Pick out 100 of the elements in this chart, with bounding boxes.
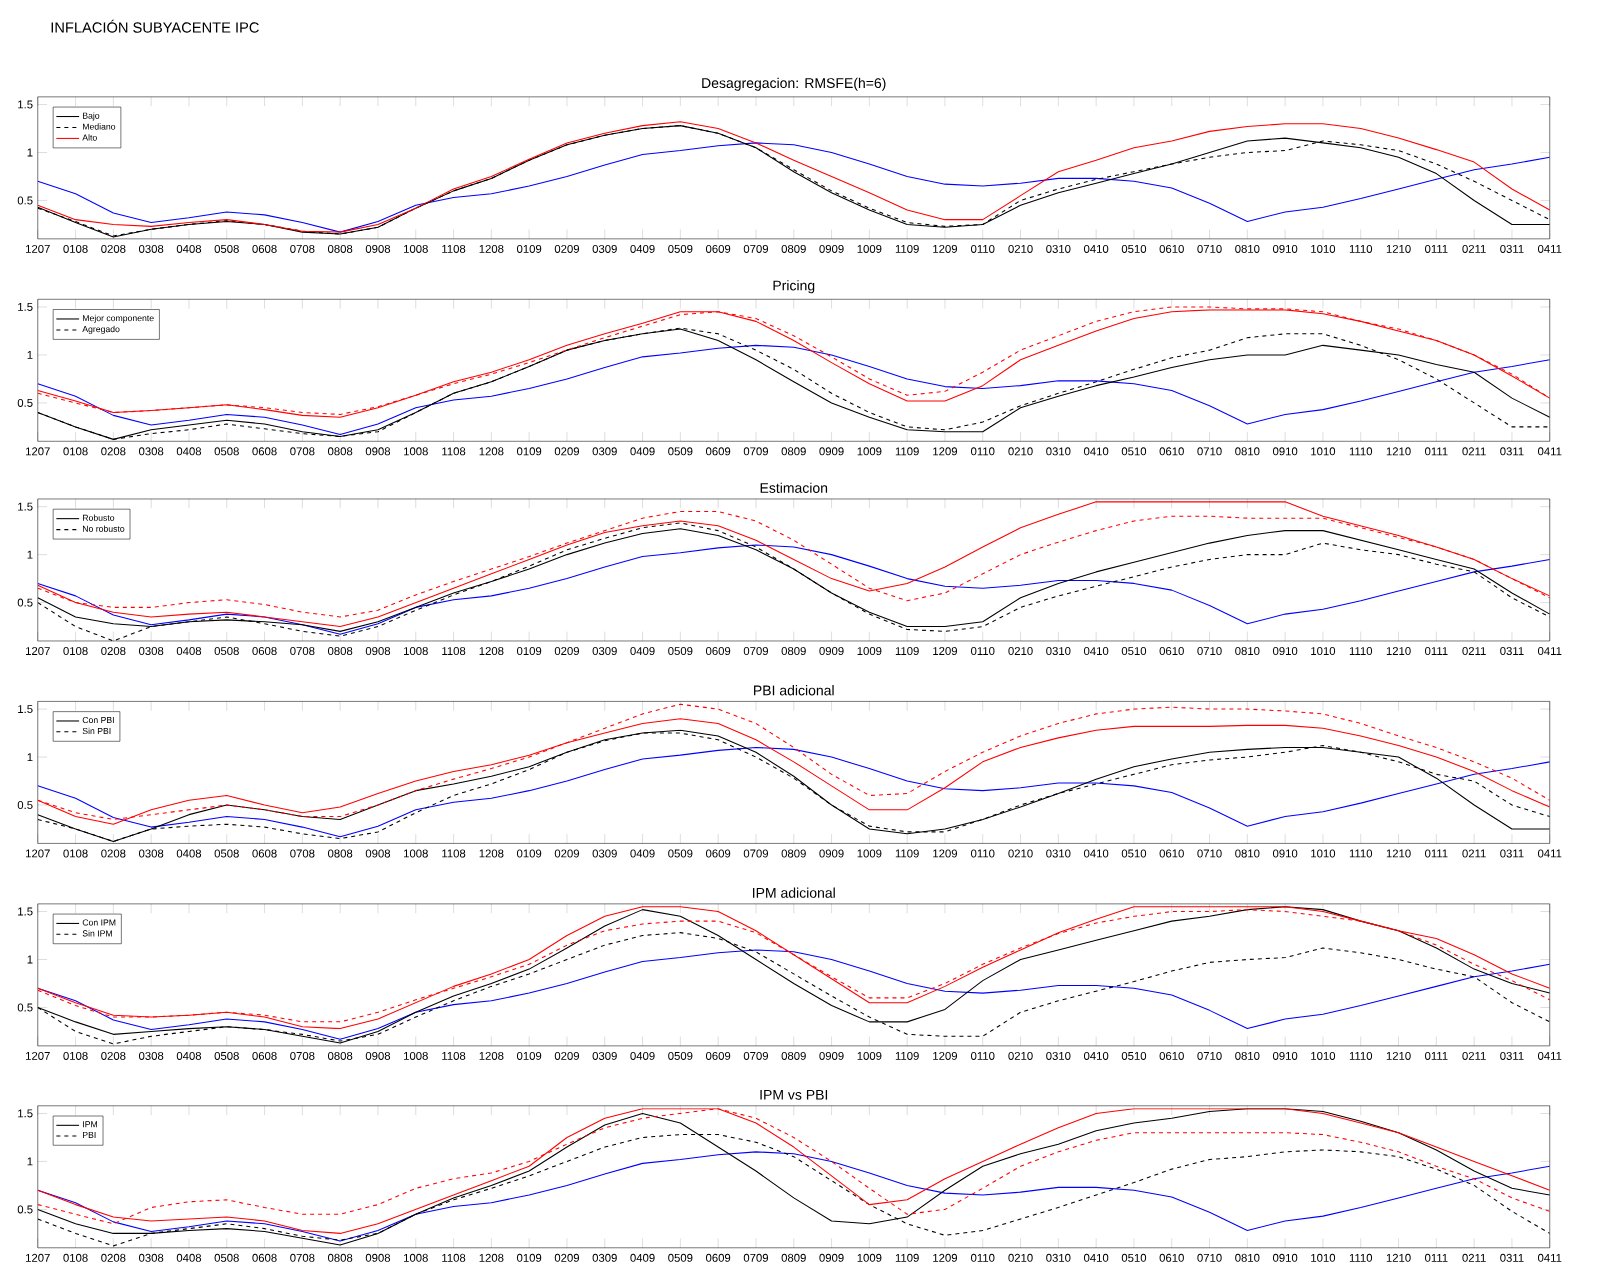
x-tick-label: 0308 bbox=[138, 647, 164, 656]
x-tick-label: 0110 bbox=[971, 1051, 995, 1060]
chart-title: IPM vs PBI bbox=[760, 1090, 828, 1100]
x-tick-label: 0908 bbox=[365, 849, 391, 858]
x-tick-label: 0308 bbox=[138, 447, 164, 456]
x-tick-label: 1010 bbox=[1311, 244, 1336, 253]
x-tick-label: 1208 bbox=[479, 647, 504, 656]
x-tick-label: 0308 bbox=[138, 849, 164, 858]
x-tick-label: 0510 bbox=[1121, 1253, 1147, 1262]
x-tick-label: 0508 bbox=[214, 1051, 239, 1060]
x-tick-label: 0108 bbox=[63, 1253, 88, 1262]
x-tick-label: 1010 bbox=[1311, 647, 1336, 656]
line-series bbox=[37, 142, 1550, 233]
x-tick-label: 0909 bbox=[819, 849, 844, 858]
x-tick-label: 0410 bbox=[1083, 244, 1109, 253]
y-tick-label: 1.5 bbox=[18, 100, 33, 109]
chart-title: Pricing bbox=[773, 280, 815, 294]
legend-label: Alto bbox=[82, 134, 97, 141]
x-tick-label: 0209 bbox=[554, 1253, 580, 1262]
x-tick-label: 1208 bbox=[479, 447, 504, 456]
x-tick-label: 1008 bbox=[404, 647, 428, 656]
x-tick-label: 0109 bbox=[516, 244, 542, 253]
x-tick-label: 0111 bbox=[1425, 1253, 1448, 1262]
legend-label: Sin PBI bbox=[82, 727, 111, 735]
x-tick-label: 1110 bbox=[1349, 647, 1373, 656]
y-tick-label: 1.5 bbox=[18, 303, 33, 311]
y-tick-label: 1.5 bbox=[18, 1109, 33, 1118]
x-tick-label: 0708 bbox=[290, 1253, 315, 1262]
x-tick-label: 1109 bbox=[895, 1051, 919, 1060]
x-tick-label: 0509 bbox=[668, 647, 693, 656]
x-tick-label: 1210 bbox=[1386, 647, 1411, 656]
x-tick-label: 0210 bbox=[1008, 1051, 1033, 1060]
x-tick-label: 0810 bbox=[1235, 1051, 1260, 1060]
x-tick-label: 0710 bbox=[1197, 1253, 1222, 1262]
x-tick-label: 0608 bbox=[252, 1051, 277, 1060]
x-tick-label: 1207 bbox=[26, 647, 50, 656]
x-tick-label: 0111 bbox=[1425, 244, 1448, 253]
x-tick-label: 0309 bbox=[592, 1051, 617, 1060]
x-tick-label: 1008 bbox=[404, 244, 428, 253]
x-tick-label: 1210 bbox=[1386, 849, 1411, 858]
x-tick-label: 0310 bbox=[1046, 244, 1071, 253]
x-tick-label: 0210 bbox=[1008, 244, 1033, 253]
x-tick-label: 0110 bbox=[971, 447, 995, 456]
x-tick-label: 1010 bbox=[1311, 849, 1336, 858]
x-tick-label: 0509 bbox=[668, 1253, 693, 1262]
x-tick-label: 1110 bbox=[1349, 1051, 1373, 1060]
x-tick-label: 0210 bbox=[1008, 647, 1033, 656]
x-tick-label: 0808 bbox=[327, 647, 353, 656]
x-tick-label: 0808 bbox=[327, 447, 353, 456]
x-tick-label: 0411 bbox=[1537, 849, 1562, 858]
x-tick-label: 0209 bbox=[554, 1051, 580, 1060]
x-tick-label: 0309 bbox=[592, 244, 617, 253]
x-tick-label: 0409 bbox=[630, 1253, 655, 1262]
x-tick-label: 1210 bbox=[1386, 447, 1411, 456]
y-tick-label: 1 bbox=[27, 550, 33, 559]
x-tick-label: 0608 bbox=[252, 1253, 277, 1262]
x-tick-label: 0608 bbox=[252, 244, 277, 253]
x-tick-label: 0809 bbox=[781, 647, 806, 656]
x-tick-label: 1109 bbox=[895, 244, 919, 253]
x-tick-label: 0708 bbox=[290, 1051, 315, 1060]
x-tick-label: 0508 bbox=[214, 849, 239, 858]
x-tick-label: 1010 bbox=[1311, 447, 1336, 456]
x-tick-label: 0709 bbox=[743, 1051, 769, 1060]
x-tick-label: 0609 bbox=[705, 1051, 731, 1060]
x-tick-label: 1009 bbox=[857, 244, 882, 253]
x-tick-label: 0610 bbox=[1159, 849, 1184, 858]
x-tick-label: 0409 bbox=[630, 244, 655, 253]
x-tick-label: 0311 bbox=[1500, 447, 1524, 456]
x-tick-label: 0808 bbox=[327, 1253, 353, 1262]
x-tick-label: 0909 bbox=[819, 647, 844, 656]
x-tick-label: 0409 bbox=[630, 1051, 655, 1060]
x-tick-label: 0108 bbox=[63, 849, 88, 858]
x-tick-label: 0208 bbox=[101, 1253, 126, 1262]
legend-label: Con PBI bbox=[82, 716, 114, 724]
x-tick-label: 0208 bbox=[101, 647, 126, 656]
x-tick-label: 1209 bbox=[933, 1051, 958, 1060]
x-tick-label: 0310 bbox=[1046, 1051, 1071, 1060]
x-tick-label: 0709 bbox=[743, 647, 769, 656]
x-tick-label: 0208 bbox=[101, 849, 126, 858]
chart-title: PBI adicional bbox=[754, 685, 834, 696]
x-tick-label: 0810 bbox=[1235, 447, 1260, 456]
x-tick-label: 0409 bbox=[630, 447, 655, 456]
x-tick-label: 0211 bbox=[1462, 1253, 1486, 1262]
x-tick-label: 0109 bbox=[516, 1051, 542, 1060]
x-tick-label: 0508 bbox=[214, 447, 239, 456]
x-tick-label: 0208 bbox=[101, 447, 126, 456]
x-tick-label: 0910 bbox=[1272, 849, 1298, 858]
x-tick-label: 0311 bbox=[1500, 849, 1524, 858]
x-tick-label: 0610 bbox=[1159, 244, 1184, 253]
x-tick-label: 0909 bbox=[819, 1253, 844, 1262]
x-tick-label: 0910 bbox=[1272, 647, 1298, 656]
x-tick-label: 0310 bbox=[1046, 447, 1071, 456]
x-tick-label: 0710 bbox=[1197, 447, 1222, 456]
x-tick-label: 0610 bbox=[1159, 447, 1184, 456]
legend-label: Mediano bbox=[83, 123, 116, 130]
x-tick-label: 0708 bbox=[290, 647, 315, 656]
x-tick-label: 0410 bbox=[1083, 1051, 1109, 1060]
x-tick-label: 1209 bbox=[933, 1253, 958, 1262]
x-tick-label: 0108 bbox=[63, 244, 88, 253]
x-tick-label: 1110 bbox=[1349, 849, 1373, 858]
